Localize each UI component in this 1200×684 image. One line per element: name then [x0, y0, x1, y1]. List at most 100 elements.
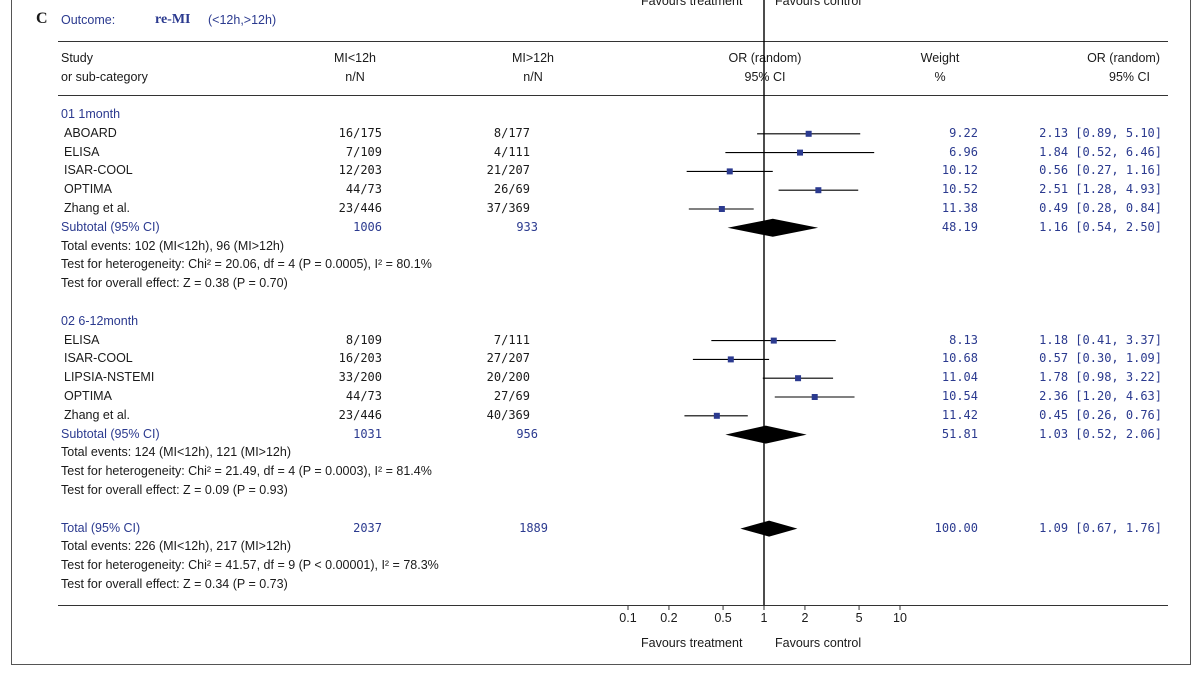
total-diamond	[740, 520, 798, 537]
study-weight: 10.52	[941, 182, 978, 197]
study-name: OPTIMA	[64, 389, 112, 403]
study-group1-value: 44/73	[345, 182, 382, 197]
study-weight: 10.54	[941, 389, 978, 403]
header-weight: Weight	[920, 51, 960, 65]
study-group2-value: 8/177	[493, 125, 530, 140]
header-subcategory: or sub-category	[61, 70, 148, 84]
study-weight: 11.42	[941, 407, 978, 422]
study-group1-value: 8/109	[345, 332, 382, 347]
header-weight-pct: %	[934, 70, 946, 84]
total-weight: 100.00	[934, 520, 978, 535]
total-note: Test for overall effect: Z = 0.34 (P = 0…	[61, 577, 288, 591]
subtotal-diamond	[725, 425, 807, 444]
axis-tick-label: 0.1	[619, 611, 636, 625]
study-or-ci: 0.45 [0.26, 0.76]	[1039, 407, 1162, 422]
group-note: Total events: 102 (MI<12h), 96 (MI>12h)	[61, 238, 285, 253]
study-name: Zhang et al.	[64, 201, 131, 215]
study-weight: 11.38	[941, 201, 978, 215]
study-group1-value: 44/73	[345, 389, 382, 403]
axis-tick-label: 0.2	[660, 611, 677, 625]
study-weight: 9.22	[949, 125, 978, 140]
study-or-ci: 0.49 [0.28, 0.84]	[1039, 201, 1162, 215]
panel-letter: C	[36, 10, 48, 27]
study-marker	[797, 149, 804, 156]
study-or-ci: 1.78 [0.98, 3.22]	[1039, 370, 1162, 385]
subtotal-group2: 933	[516, 219, 538, 234]
top-favours-treatment: Favours treatment	[641, 0, 743, 8]
group-note: Test for heterogeneity: Chi² = 20.06, df…	[61, 257, 432, 272]
total-label: Total (95% CI)	[61, 520, 141, 535]
study-or-ci: 2.36 [1.20, 4.63]	[1039, 389, 1162, 403]
header-bottom-rule	[58, 95, 1168, 96]
study-or-ci: 0.56 [0.27, 1.16]	[1039, 163, 1162, 178]
header-or: OR (random)	[728, 51, 802, 65]
study-name: ISAR-COOL	[64, 163, 133, 178]
subtotal-or-ci: 1.16 [0.54, 2.50]	[1039, 219, 1162, 234]
study-group2-value: 21/207	[486, 163, 530, 178]
study-name: ELISA	[64, 144, 100, 159]
axis-tick-label: 2	[801, 611, 808, 625]
subtotal-or-ci: 1.03 [0.52, 2.06]	[1039, 426, 1162, 441]
study-group2-value: 37/369	[486, 201, 530, 215]
top-favours-control: Favours control	[775, 0, 862, 8]
study-group1-value: 16/203	[338, 351, 382, 366]
study-group2-value: 27/207	[486, 351, 530, 366]
study-name: ELISA	[64, 332, 100, 347]
study-weight: 6.96	[949, 144, 978, 159]
group-note: Total events: 124 (MI<12h), 121 (MI>12h)	[61, 445, 291, 460]
total-or-ci: 1.09 [0.67, 1.76]	[1039, 520, 1162, 535]
study-marker	[727, 356, 734, 363]
subtotal-group1: 1031	[353, 426, 382, 441]
total-note: Total events: 226 (MI<12h), 217 (MI>12h)	[61, 539, 291, 554]
study-name: LIPSIA-NSTEMI	[64, 370, 155, 385]
header-group2: MI>12h	[511, 51, 555, 65]
outcome-name: re-MI	[155, 12, 191, 27]
axis-tick-label: 10	[893, 611, 907, 625]
study-or-ci: 1.18 [0.41, 3.37]	[1039, 332, 1162, 347]
study-marker	[795, 375, 802, 382]
axis-rule	[58, 605, 1168, 606]
subtotal-diamond	[727, 218, 819, 237]
study-group2-value: 26/69	[493, 182, 530, 197]
total-group1: 2037	[353, 520, 382, 535]
group-note: Test for heterogeneity: Chi² = 21.49, df…	[61, 464, 432, 479]
study-name: Zhang et al.	[64, 407, 131, 422]
axis-tick-label: 0.5	[714, 611, 731, 625]
study-name: ABOARD	[64, 125, 117, 140]
study-group2-value: 20/200	[486, 370, 530, 385]
study-marker	[718, 206, 725, 212]
study-group2-value: 27/69	[493, 389, 530, 403]
subtotal-weight: 48.19	[941, 219, 978, 234]
study-name: OPTIMA	[64, 182, 112, 197]
header-top-rule	[58, 41, 1168, 42]
group-label: 01 1month	[61, 107, 121, 121]
study-group1-value: 12/203	[338, 163, 382, 178]
header-study: Study	[61, 51, 93, 65]
subtotal-group1: 1006	[353, 219, 382, 234]
subtotal-label: Subtotal (95% CI)	[61, 219, 160, 234]
header-orcol-ci: 95% CI	[1109, 70, 1150, 84]
header-or-ci: 95% CI	[744, 70, 786, 84]
study-group2-value: 4/111	[493, 144, 530, 159]
axis-tick-label: 5	[856, 611, 863, 625]
study-group2-value: 7/111	[493, 332, 530, 347]
subtotal-weight: 51.81	[941, 426, 978, 441]
axis-tick-label: 1	[761, 611, 768, 625]
study-weight: 10.68	[941, 351, 978, 366]
study-group1-value: 23/446	[338, 407, 382, 422]
study-weight: 10.12	[941, 163, 978, 178]
header-group1-nN: n/N	[345, 70, 365, 84]
study-marker	[811, 394, 818, 400]
study-weight: 8.13	[949, 332, 978, 347]
outcome-label: Outcome:	[61, 13, 116, 27]
study-marker	[713, 412, 720, 419]
header-orcol: OR (random)	[1087, 51, 1160, 65]
study-or-ci: 0.57 [0.30, 1.09]	[1039, 351, 1162, 366]
study-or-ci: 1.84 [0.52, 6.46]	[1039, 144, 1162, 159]
study-marker	[805, 130, 812, 137]
group-note: Test for overall effect: Z = 0.09 (P = 0…	[61, 483, 288, 497]
figure-frame	[11, 0, 1191, 665]
header-group2-nN: n/N	[523, 70, 543, 84]
bottom-favours-control: Favours control	[775, 636, 862, 650]
study-name: ISAR-COOL	[64, 351, 133, 366]
